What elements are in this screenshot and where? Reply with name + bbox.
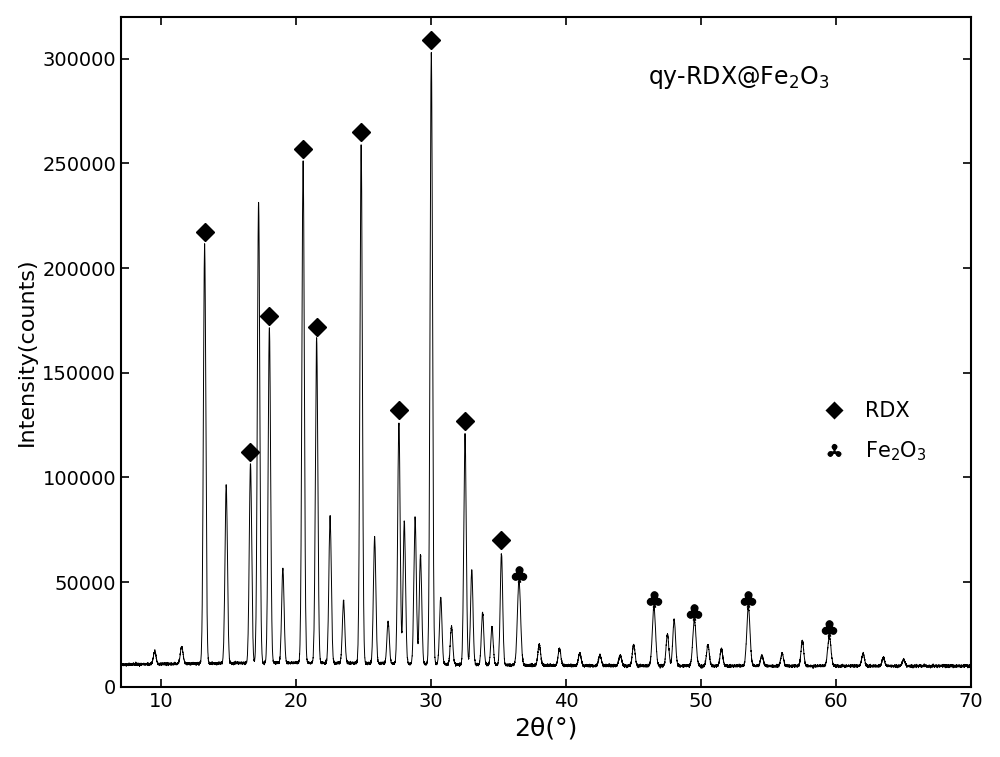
Y-axis label: Intensity(counts): Intensity(counts): [17, 257, 37, 446]
X-axis label: 2θ(°): 2θ(°): [514, 716, 578, 740]
Legend: RDX, Fe$_2$O$_3$: RDX, Fe$_2$O$_3$: [805, 393, 935, 472]
Text: qy-RDX@Fe$_2$O$_3$: qy-RDX@Fe$_2$O$_3$: [648, 64, 829, 91]
